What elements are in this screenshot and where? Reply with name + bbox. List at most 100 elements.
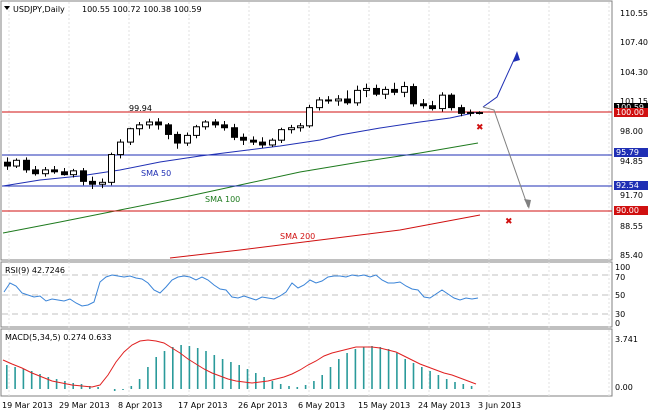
candle (269, 138, 276, 147)
macd-bar (296, 387, 299, 389)
macd-bar (122, 389, 124, 390)
candle (240, 133, 247, 145)
macd-bar (387, 349, 390, 389)
macd-bar (470, 386, 473, 389)
macd-bar (180, 345, 182, 389)
svg-text:100.59: 100.59 (616, 103, 644, 112)
candle (221, 121, 228, 131)
macd-bar (354, 349, 357, 389)
macd-panel-frame (0, 328, 613, 397)
cross-marker-1: ✖ (476, 123, 484, 133)
x-tick: 26 Apr 2013 (238, 401, 287, 410)
macd-bar (421, 367, 423, 389)
candle (193, 124, 200, 139)
macd-bar (39, 374, 41, 389)
candle (259, 137, 266, 148)
candle (51, 166, 58, 174)
y-tick: 110.55 (620, 9, 648, 18)
forecast-up-arrow (482, 51, 520, 108)
macd-bar (47, 377, 50, 389)
macd-signal-line (2, 339, 477, 388)
y-tick: 94.85 (620, 157, 643, 166)
svg-text:95.79: 95.79 (616, 148, 639, 157)
y-tick: 101.15 (620, 97, 648, 106)
macd-bar (89, 386, 91, 389)
macd-bar (454, 382, 456, 389)
candle (382, 86, 389, 99)
y-tick: 107.40 (620, 38, 648, 47)
macd-bar (288, 386, 290, 389)
macd-bar (412, 363, 415, 389)
forecast-down-arrow (482, 106, 531, 209)
candle (250, 136, 257, 145)
candle (467, 109, 474, 117)
candle (212, 119, 219, 128)
svg-text:100: 100 (615, 263, 630, 272)
triangle-down-icon[interactable] (4, 6, 10, 10)
x-tick: 6 May 2013 (298, 401, 345, 410)
symbol-label: USDJPY,Daily (13, 5, 65, 14)
macd-bar (313, 381, 315, 389)
svg-text:100.00: 100.00 (616, 108, 644, 117)
macd-bar (55, 379, 58, 389)
svg-text:3.741: 3.741 (615, 335, 638, 344)
x-tick: 8 Apr 2013 (118, 401, 162, 410)
macd-bar (338, 359, 340, 389)
x-tick: 29 Mar 2013 (59, 401, 110, 410)
candle (458, 104, 465, 117)
svg-text:92.54: 92.54 (616, 181, 639, 190)
candle (325, 96, 332, 104)
candle (476, 111, 483, 115)
macd-bar (437, 375, 440, 389)
candle (354, 85, 361, 106)
macd-bar (404, 359, 406, 389)
candle (89, 176, 96, 190)
svg-text:0.00: 0.00 (615, 383, 633, 392)
svg-text:0: 0 (615, 319, 620, 328)
candle (174, 131, 181, 149)
macd-bar (462, 384, 465, 389)
candle (32, 166, 39, 176)
candle (278, 127, 285, 144)
sma-200-label: SMA 200 (280, 232, 315, 241)
candle (165, 122, 172, 140)
macd-bar (213, 355, 216, 389)
macd-bar (321, 375, 323, 389)
candle (80, 167, 87, 186)
macd-bar (130, 386, 133, 389)
macd-bar (230, 362, 232, 389)
y-tick: 98.00 (620, 127, 643, 136)
macd-bar (163, 351, 166, 389)
candle (42, 167, 49, 177)
macd-bar (14, 367, 16, 389)
macd-bar (396, 353, 398, 389)
svg-text:50: 50 (615, 291, 625, 300)
y-tick: 88.55 (620, 222, 643, 231)
cross-marker-2: ✖ (505, 217, 513, 227)
candle (288, 124, 295, 134)
svg-text:90.00: 90.00 (616, 206, 639, 215)
badge-100-00: 100.00 (614, 108, 648, 117)
x-tick: 24 May 2013 (418, 401, 470, 410)
candle (99, 178, 106, 189)
macd-bar (196, 348, 199, 389)
macd-bar (72, 383, 74, 389)
candle (136, 121, 143, 136)
candle (184, 132, 191, 146)
candle (61, 167, 68, 176)
y-tick: 104.30 (620, 68, 648, 77)
badge-100-59: 100.59 (614, 103, 648, 112)
macd-bar (188, 346, 191, 389)
macd-bar (22, 369, 25, 389)
candle (13, 158, 20, 168)
candle (344, 90, 351, 105)
macd-bar (80, 384, 83, 389)
macd-bar (279, 384, 282, 389)
macd-histogram (6, 345, 473, 391)
macd-bar (97, 387, 99, 389)
candle (306, 104, 313, 128)
macd-bar (346, 353, 348, 389)
macd-bar (371, 346, 373, 389)
